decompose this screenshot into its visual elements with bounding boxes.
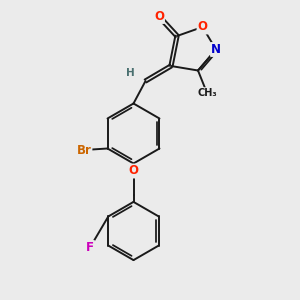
Text: Br: Br	[76, 143, 92, 157]
Text: O: O	[128, 164, 139, 178]
Text: N: N	[211, 43, 221, 56]
Text: CH₃: CH₃	[197, 88, 217, 98]
Text: O: O	[154, 10, 164, 23]
Text: F: F	[86, 241, 94, 254]
Text: H: H	[126, 68, 135, 79]
Text: O: O	[197, 20, 208, 34]
